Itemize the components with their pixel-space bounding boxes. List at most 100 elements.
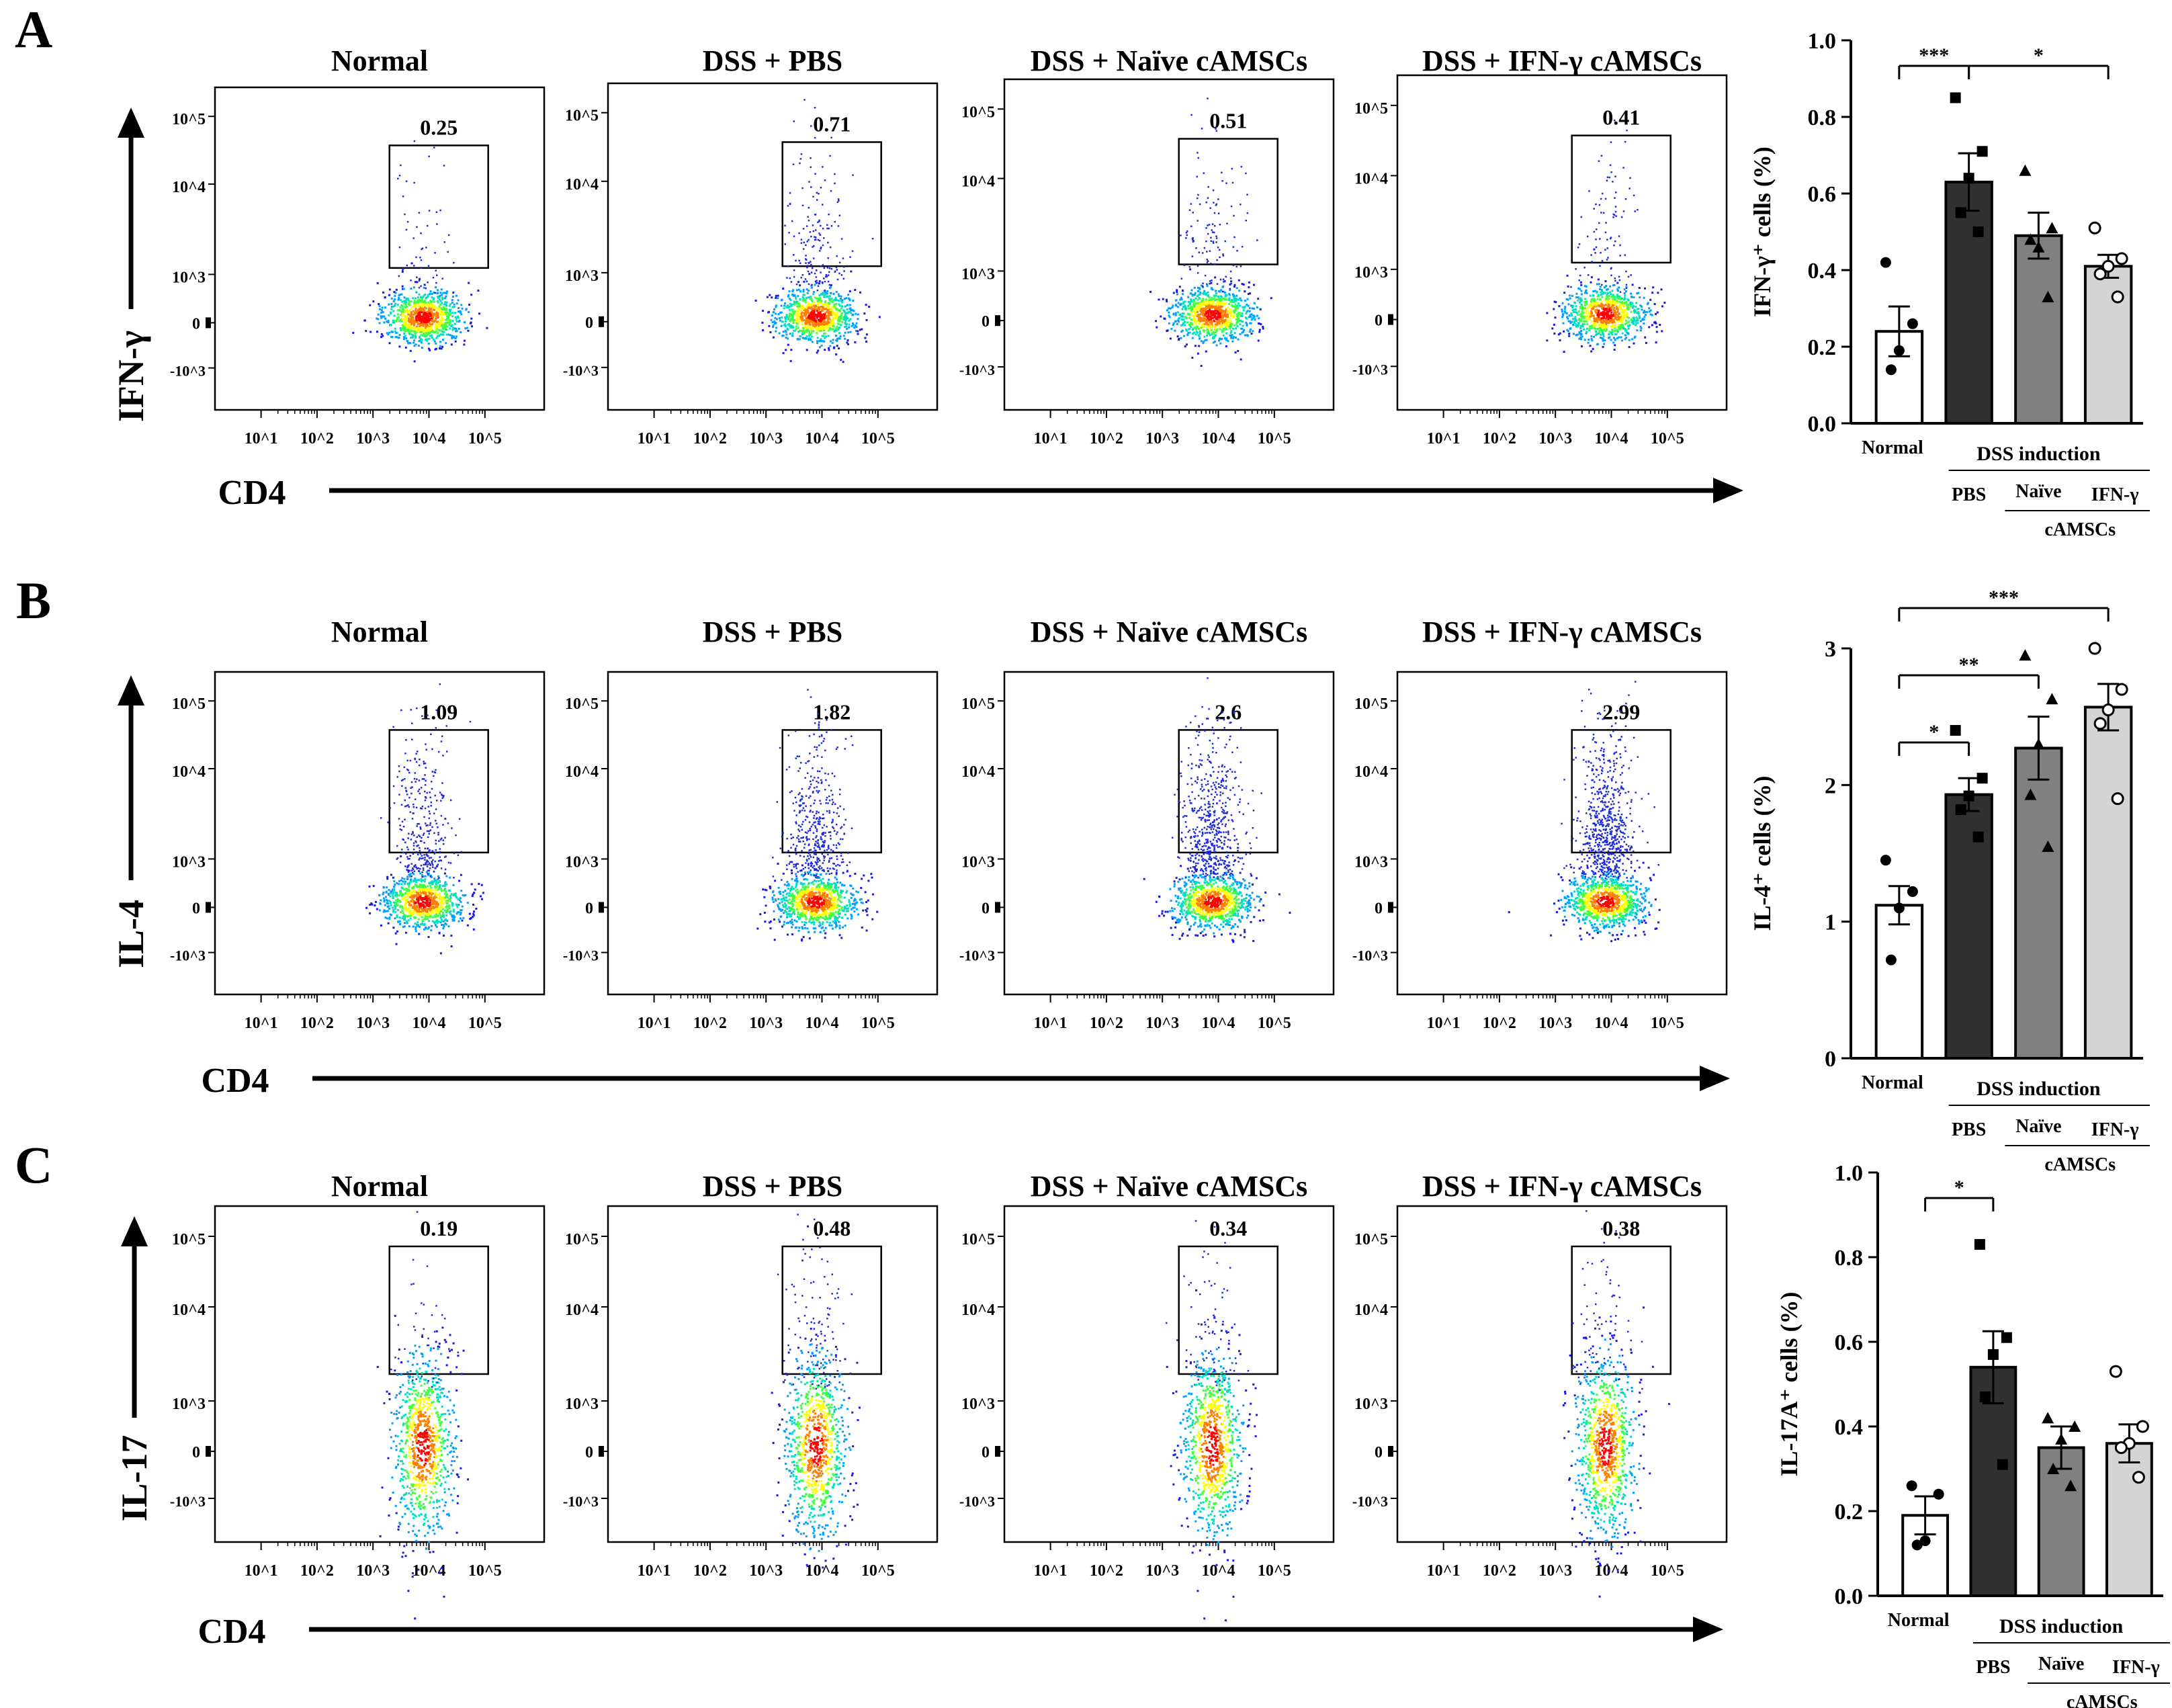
y-tick-label: 10^4 [565, 176, 599, 194]
flow-plot: DSS + IFN-γ cAMSCs 10^5 10^4 10^3 0 -10^3 10^1… [1352, 44, 1728, 447]
y-tick-label: 0.6 [1835, 1330, 1864, 1355]
y-tick-label: 0.0 [1808, 412, 1837, 437]
flow-plot-frame [607, 1205, 939, 1543]
data-point [1893, 345, 1905, 356]
y-axis-label: IL-17A⁺ cells (%) [1776, 1292, 1802, 1477]
data-point [1972, 831, 1984, 843]
y-tick-label: 10^4 [961, 763, 995, 781]
gate-rectangle [1178, 729, 1278, 854]
flow-plot: DSS + PBS 10^5 10^4 10^3 0 -10^3 10^1 10^2 10^3 1… [563, 44, 939, 447]
category-label: Normal [1862, 437, 1923, 458]
group-label: DSS induction [1999, 1615, 2124, 1637]
x-tick-label: 10^2 [1090, 1015, 1123, 1032]
y-tick-label: 10^4 [172, 179, 206, 196]
y-tick-label: 0 [192, 1444, 200, 1461]
y-tick-label: 0.8 [1808, 105, 1837, 130]
data-point [2069, 1420, 2081, 1432]
y-tick-label: 0 [192, 315, 200, 333]
flow-plot-title: DSS + PBS [703, 1170, 842, 1203]
y-tick-label: 10^3 [961, 1396, 995, 1413]
x-tick-label: 10^1 [1034, 1562, 1068, 1580]
y-tick-label: 10^5 [172, 695, 206, 713]
panel-b: B IL-4 CD4 Normal 10^5 10^4 10^3 0 -10^3 10^1 10^2… [16, 571, 1730, 1100]
axis-zero-marker [206, 902, 211, 913]
subgroup-label: cAMSCs [2044, 519, 2116, 540]
x-tick-label: 10^4 [806, 1562, 839, 1580]
flow-plot: DSS + IFN-γ cAMSCs 10^5 10^4 10^3 0 -10^3 10^1… [1352, 615, 1728, 1032]
flow-plot-title: DSS + PBS [703, 615, 842, 648]
x-tick-label: 10^1 [1034, 430, 1068, 447]
y-tick-label: 0 [982, 900, 990, 917]
y-tick-label: 10^5 [172, 1231, 206, 1248]
x-tick-label: 10^2 [693, 430, 727, 447]
y-tick-label: 10^4 [1354, 1301, 1388, 1319]
x-axis-arrowhead [1713, 478, 1743, 503]
axis-zero-marker [1388, 1446, 1393, 1457]
y-tick-label: 10^5 [565, 1231, 599, 1248]
data-point [2055, 1433, 2068, 1445]
y-tick-label: 10^5 [961, 695, 995, 713]
data-point [2046, 222, 2058, 234]
group-label: DSS induction [1976, 443, 2101, 465]
y-tick-label: 0 [1375, 1444, 1383, 1461]
y-tick-label: 10^3 [565, 267, 599, 285]
data-point [2032, 738, 2045, 750]
gate-rectangle [781, 141, 882, 267]
y-axis-arrowhead [118, 108, 144, 138]
axis-zero-marker [599, 316, 604, 327]
y-tick-label: -10^3 [1352, 361, 1388, 378]
data-point [1963, 173, 1974, 184]
y-tick-label: 0 [1825, 1047, 1836, 1072]
flow-plot-frame [214, 86, 546, 411]
data-point [2136, 1420, 2149, 1433]
category-label: Naïve [2038, 1654, 2084, 1674]
data-point [2042, 840, 2054, 852]
gate-value: 1.82 [813, 699, 851, 724]
y-tick-label: 10^3 [1354, 853, 1388, 871]
bar-chart-c: 0.0 0.2 0.4 0.6 0.8 1.0 IL-17A⁺ cells (%) Norma… [1776, 1161, 2170, 1708]
subgroup-label: cAMSCs [2044, 1154, 2116, 1175]
y-tick-label: 10^3 [1354, 1396, 1388, 1413]
y-tick-label: 2 [1825, 773, 1836, 798]
data-point [1950, 725, 1961, 736]
gate-rectangle [1571, 729, 1671, 854]
data-point [1976, 146, 1988, 157]
x-tick-label: 10^1 [1427, 1562, 1461, 1580]
x-tick-label: 10^3 [1538, 1562, 1572, 1580]
category-label: PBS [1952, 484, 1986, 505]
y-tick-label: 1.0 [1808, 29, 1837, 54]
x-tick-label: 10^5 [1651, 1015, 1684, 1032]
x-tick-label: 10^3 [356, 1562, 390, 1580]
y-marker-label: IL-17 [114, 1435, 155, 1521]
y-tick-label: 3 [1825, 637, 1836, 662]
y-tick-label: 0 [982, 313, 990, 331]
event-dots [1546, 119, 1666, 353]
x-tick-label: 10^5 [1258, 1562, 1291, 1580]
y-tick-label: 10^4 [565, 763, 599, 781]
axis-zero-marker [206, 1446, 211, 1457]
y-tick-label: 10^5 [1354, 1231, 1388, 1248]
significance-label: * [1954, 1177, 1964, 1199]
y-tick-label: 10^4 [1354, 763, 1388, 781]
gate-value: 0.25 [420, 115, 458, 139]
event-dots [1562, 1210, 1670, 1598]
y-axis-arrowhead [121, 1216, 148, 1246]
x-tick-label: 10^3 [1145, 1015, 1179, 1032]
data-point [2024, 233, 2037, 245]
y-tick-label: 10^3 [172, 1396, 206, 1413]
x-tick-label: 10^3 [1145, 1562, 1179, 1580]
gate-value: 0.71 [813, 112, 851, 136]
data-point [1933, 1488, 1944, 1500]
data-point [2088, 221, 2101, 234]
y-axis-arrowhead [118, 675, 144, 706]
data-point [1963, 790, 1974, 802]
y-tick-label: 10^4 [1354, 170, 1388, 187]
y-tick-label: 10^3 [565, 853, 599, 871]
y-marker-label: IL-4 [111, 900, 151, 968]
x-tick-label: 10^5 [468, 1015, 502, 1032]
x-tick-label: 10^1 [638, 1015, 671, 1032]
bar [1969, 1365, 2017, 1598]
y-tick-label: 10^3 [172, 269, 206, 286]
axis-zero-marker [206, 317, 211, 329]
flow-plot: DSS + PBS 10^5 10^4 10^3 0 -10^3 10^1 10^2 10^3 1… [563, 1170, 939, 1580]
